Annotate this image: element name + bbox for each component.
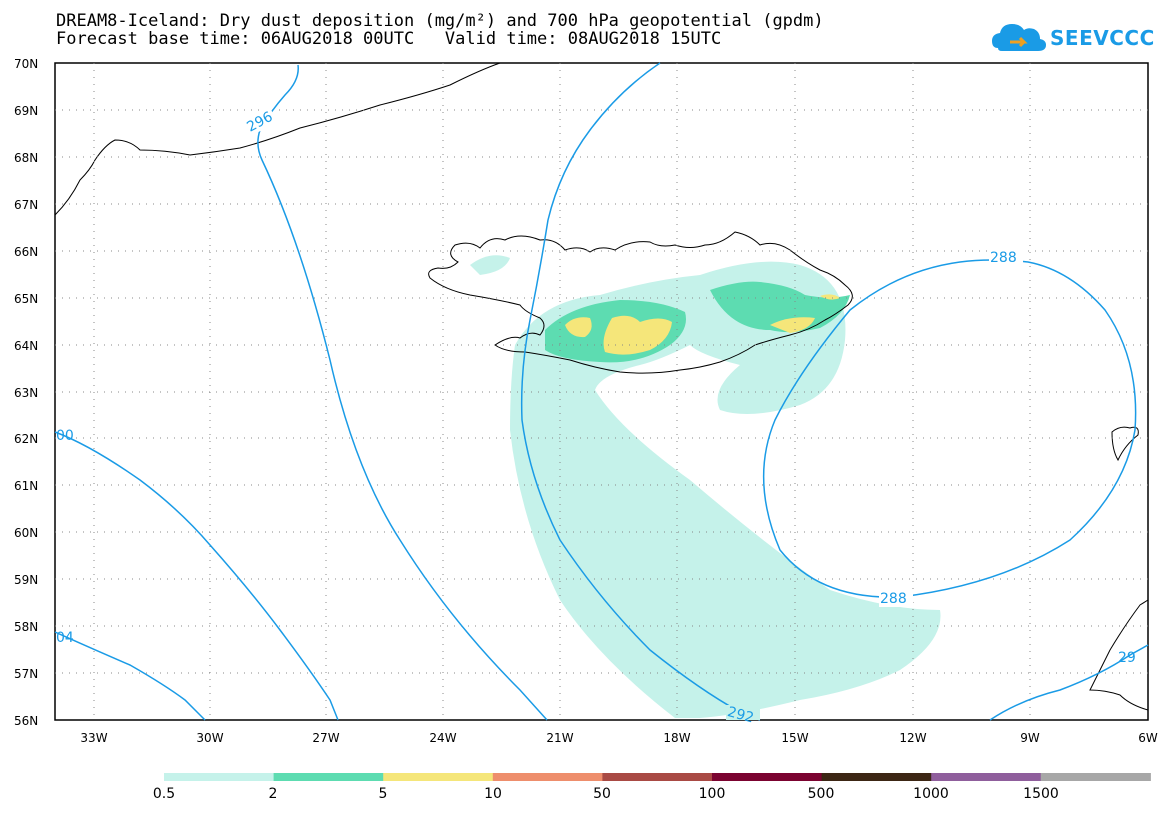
dust-yellow-2 [603,315,672,355]
colorbar-segment [492,773,603,781]
colorbar-segment [712,773,823,781]
lon-label: 18W [663,731,690,745]
contour-292 [520,62,761,721]
dust-shading [470,255,941,718]
lat-label: 70N [14,57,38,71]
greenland-coast [54,62,501,216]
contour-label: 292 [726,704,756,726]
colorbar-tick: 0.5 [152,786,176,802]
dust-patch-west [470,255,510,275]
contour-label: 288 [990,250,1017,266]
coastlines [54,62,1149,711]
contour-296 [257,64,548,721]
colorbar-tick: 10 [484,786,502,802]
graticule [55,63,1148,720]
scotland-coast [1089,599,1149,711]
contour-label: 00 [56,428,74,444]
lat-label: 58N [14,620,38,634]
lon-label: 21W [546,731,573,745]
lat-label: 64N [14,339,38,353]
contour-south-east [989,644,1149,721]
lat-label: 56N [14,714,38,728]
iceland-coast [428,231,853,374]
lon-label: 12W [899,731,926,745]
colorbar-tick: 1500 [1023,786,1059,802]
latitude-labels: 70N 69N 68N 67N 66N 65N 64N 63N 62N 61N … [14,57,38,728]
lat-label: 67N [14,198,38,212]
contour-300 [54,431,339,721]
lat-label: 61N [14,479,38,493]
colorbar-segment [164,773,275,781]
colorbar-segment [821,773,932,781]
dust-plume-main [510,261,941,718]
contour-288 [762,259,1137,598]
colorbar-segment [383,773,494,781]
colorbar-tick: 1000 [913,786,949,802]
colorbar-tick: 50 [593,786,611,802]
colorbar-segment [602,773,713,781]
contour-label: 288 [880,591,907,607]
lat-label: 57N [14,667,38,681]
lon-label: 24W [429,731,456,745]
lat-label: 65N [14,292,38,306]
lat-label: 68N [14,151,38,165]
colorbar-tick: 500 [807,786,835,802]
colorbar-tick: 5 [378,786,388,802]
lon-label: 27W [312,731,339,745]
dust-green-east [710,281,850,333]
lon-label: 30W [196,731,223,745]
dust-yellow-3 [770,317,815,333]
chart-subtitle: Forecast base time: 06AUG2018 00UTC Vali… [56,29,722,49]
contour-labels: 296 288 288 292 00 04 29 [56,106,1136,726]
lat-label: 60N [14,526,38,540]
contour-label: 04 [56,630,74,646]
lat-label: 63N [14,386,38,400]
lon-label: 9W [1020,731,1040,745]
lat-label: 62N [14,432,38,446]
lat-label: 59N [14,573,38,587]
colorbar-segment [273,773,384,781]
colorbar-tick: 100 [698,786,726,802]
colorbar [164,773,1151,781]
colorbar-tick: 2 [268,786,278,802]
faroe-coast [1111,426,1139,462]
lat-label: 69N [14,104,38,118]
colorbar-segment [931,773,1042,781]
logo-text: SEEVCCC [1050,26,1155,50]
contour-304 [54,631,206,721]
lon-label: 6W [1138,731,1158,745]
lon-label: 15W [781,731,808,745]
cloud-icon [992,24,1046,51]
chart-title: DREAM8-Iceland: Dry dust deposition (mg/… [56,11,824,31]
lon-label: 33W [80,731,107,745]
geopotential-contours [54,62,1149,721]
lat-label: 66N [14,245,38,259]
colorbar-segment [1040,773,1151,781]
longitude-labels: 33W 30W 27W 24W 21W 18W 15W 12W 9W 6W [80,731,1157,745]
dust-yellow-1 [565,317,592,338]
contour-label: 29 [1118,650,1136,666]
